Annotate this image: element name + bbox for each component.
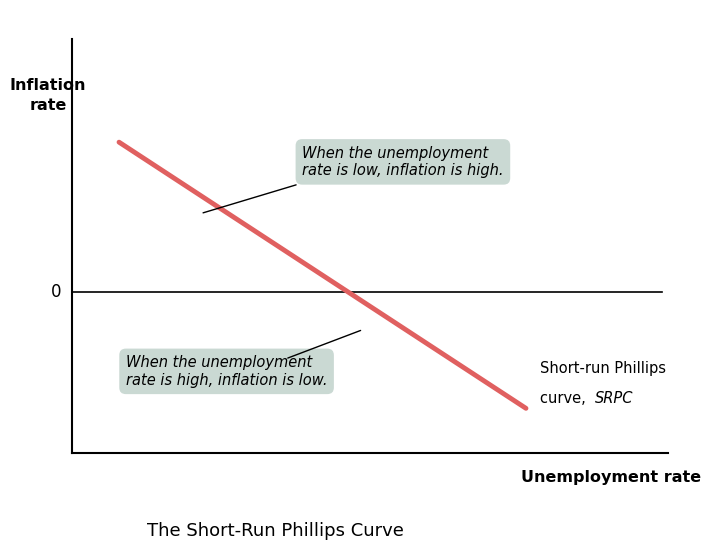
Text: curve,: curve,	[539, 391, 590, 406]
Text: When the unemployment
rate is low, inflation is high.: When the unemployment rate is low, infla…	[302, 146, 504, 178]
Text: 0: 0	[51, 284, 61, 301]
Text: When the unemployment
rate is high, inflation is low.: When the unemployment rate is high, infl…	[126, 355, 328, 388]
Text: Short-run Phillips: Short-run Phillips	[539, 361, 665, 376]
Text: Unemployment rate: Unemployment rate	[521, 470, 701, 485]
Text: Inflation
rate: Inflation rate	[9, 78, 86, 113]
Text: The Short-Run Phillips Curve: The Short-Run Phillips Curve	[147, 522, 403, 539]
Text: SRPC: SRPC	[595, 391, 634, 406]
